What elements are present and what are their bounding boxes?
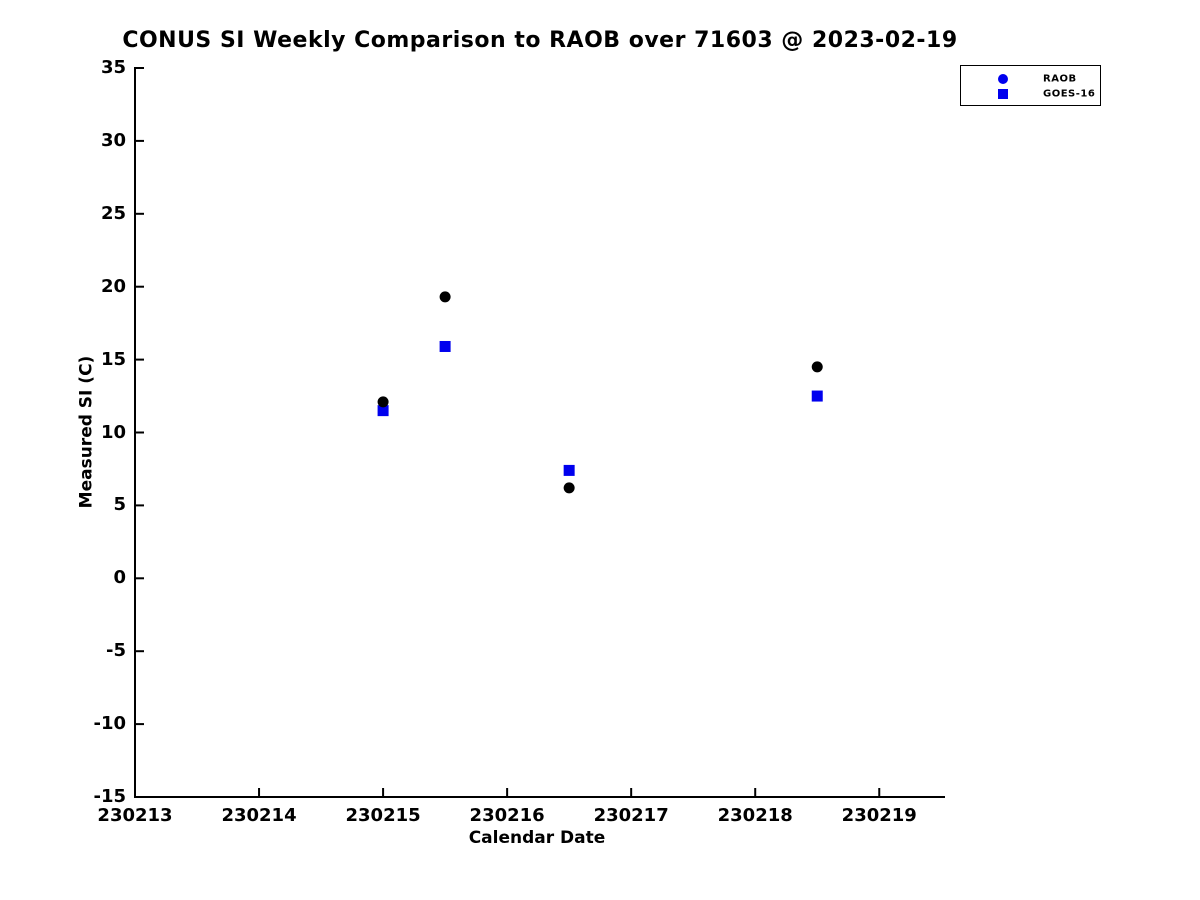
raob-marker bbox=[563, 482, 575, 494]
x-tick-label: 230215 bbox=[345, 805, 421, 826]
y-tick-label: 5 bbox=[113, 494, 126, 516]
x-axis-label: Calendar Date bbox=[468, 828, 606, 848]
y-tick-label: 35 bbox=[100, 57, 126, 78]
y-tick-label: -15 bbox=[93, 786, 126, 807]
legend-label-raob: RAOB bbox=[1043, 73, 1077, 84]
legend-label-goes-16: GOES-16 bbox=[1043, 88, 1096, 99]
y-tick-label: -5 bbox=[106, 640, 126, 662]
goes-16-marker bbox=[439, 340, 451, 352]
raob-marker bbox=[377, 396, 389, 408]
y-tick-label: 25 bbox=[100, 202, 126, 224]
chart-title: CONUS SI Weekly Comparison to RAOB over … bbox=[122, 28, 958, 53]
raob-circle-icon bbox=[998, 73, 1008, 84]
y-tick-label: 15 bbox=[100, 348, 126, 370]
x-tick-label: 230214 bbox=[221, 805, 297, 826]
legend: RAOB GOES-16 bbox=[960, 65, 1101, 106]
x-tick-label: 230213 bbox=[97, 805, 173, 826]
y-tick-label: 20 bbox=[100, 275, 126, 297]
goes-16-marker bbox=[563, 464, 575, 476]
x-tick-label: 230219 bbox=[841, 805, 917, 826]
y-tick-label: 10 bbox=[100, 421, 126, 443]
x-tick-label: 230218 bbox=[717, 805, 793, 826]
x-tick-label: 230216 bbox=[469, 805, 545, 826]
raob-marker bbox=[811, 361, 823, 373]
y-tick-label: 30 bbox=[100, 129, 126, 151]
raob-marker bbox=[439, 291, 451, 303]
goes-16-marker bbox=[377, 405, 389, 417]
goes-16-square-icon bbox=[998, 88, 1008, 99]
goes-16-marker bbox=[811, 390, 823, 402]
y-tick-label: 0 bbox=[113, 567, 126, 589]
y-tick-label: -10 bbox=[93, 713, 126, 735]
x-tick-label: 230217 bbox=[593, 805, 669, 826]
legend-item-goes-16: GOES-16 bbox=[961, 86, 1100, 101]
legend-item-raob: RAOB bbox=[961, 71, 1100, 86]
